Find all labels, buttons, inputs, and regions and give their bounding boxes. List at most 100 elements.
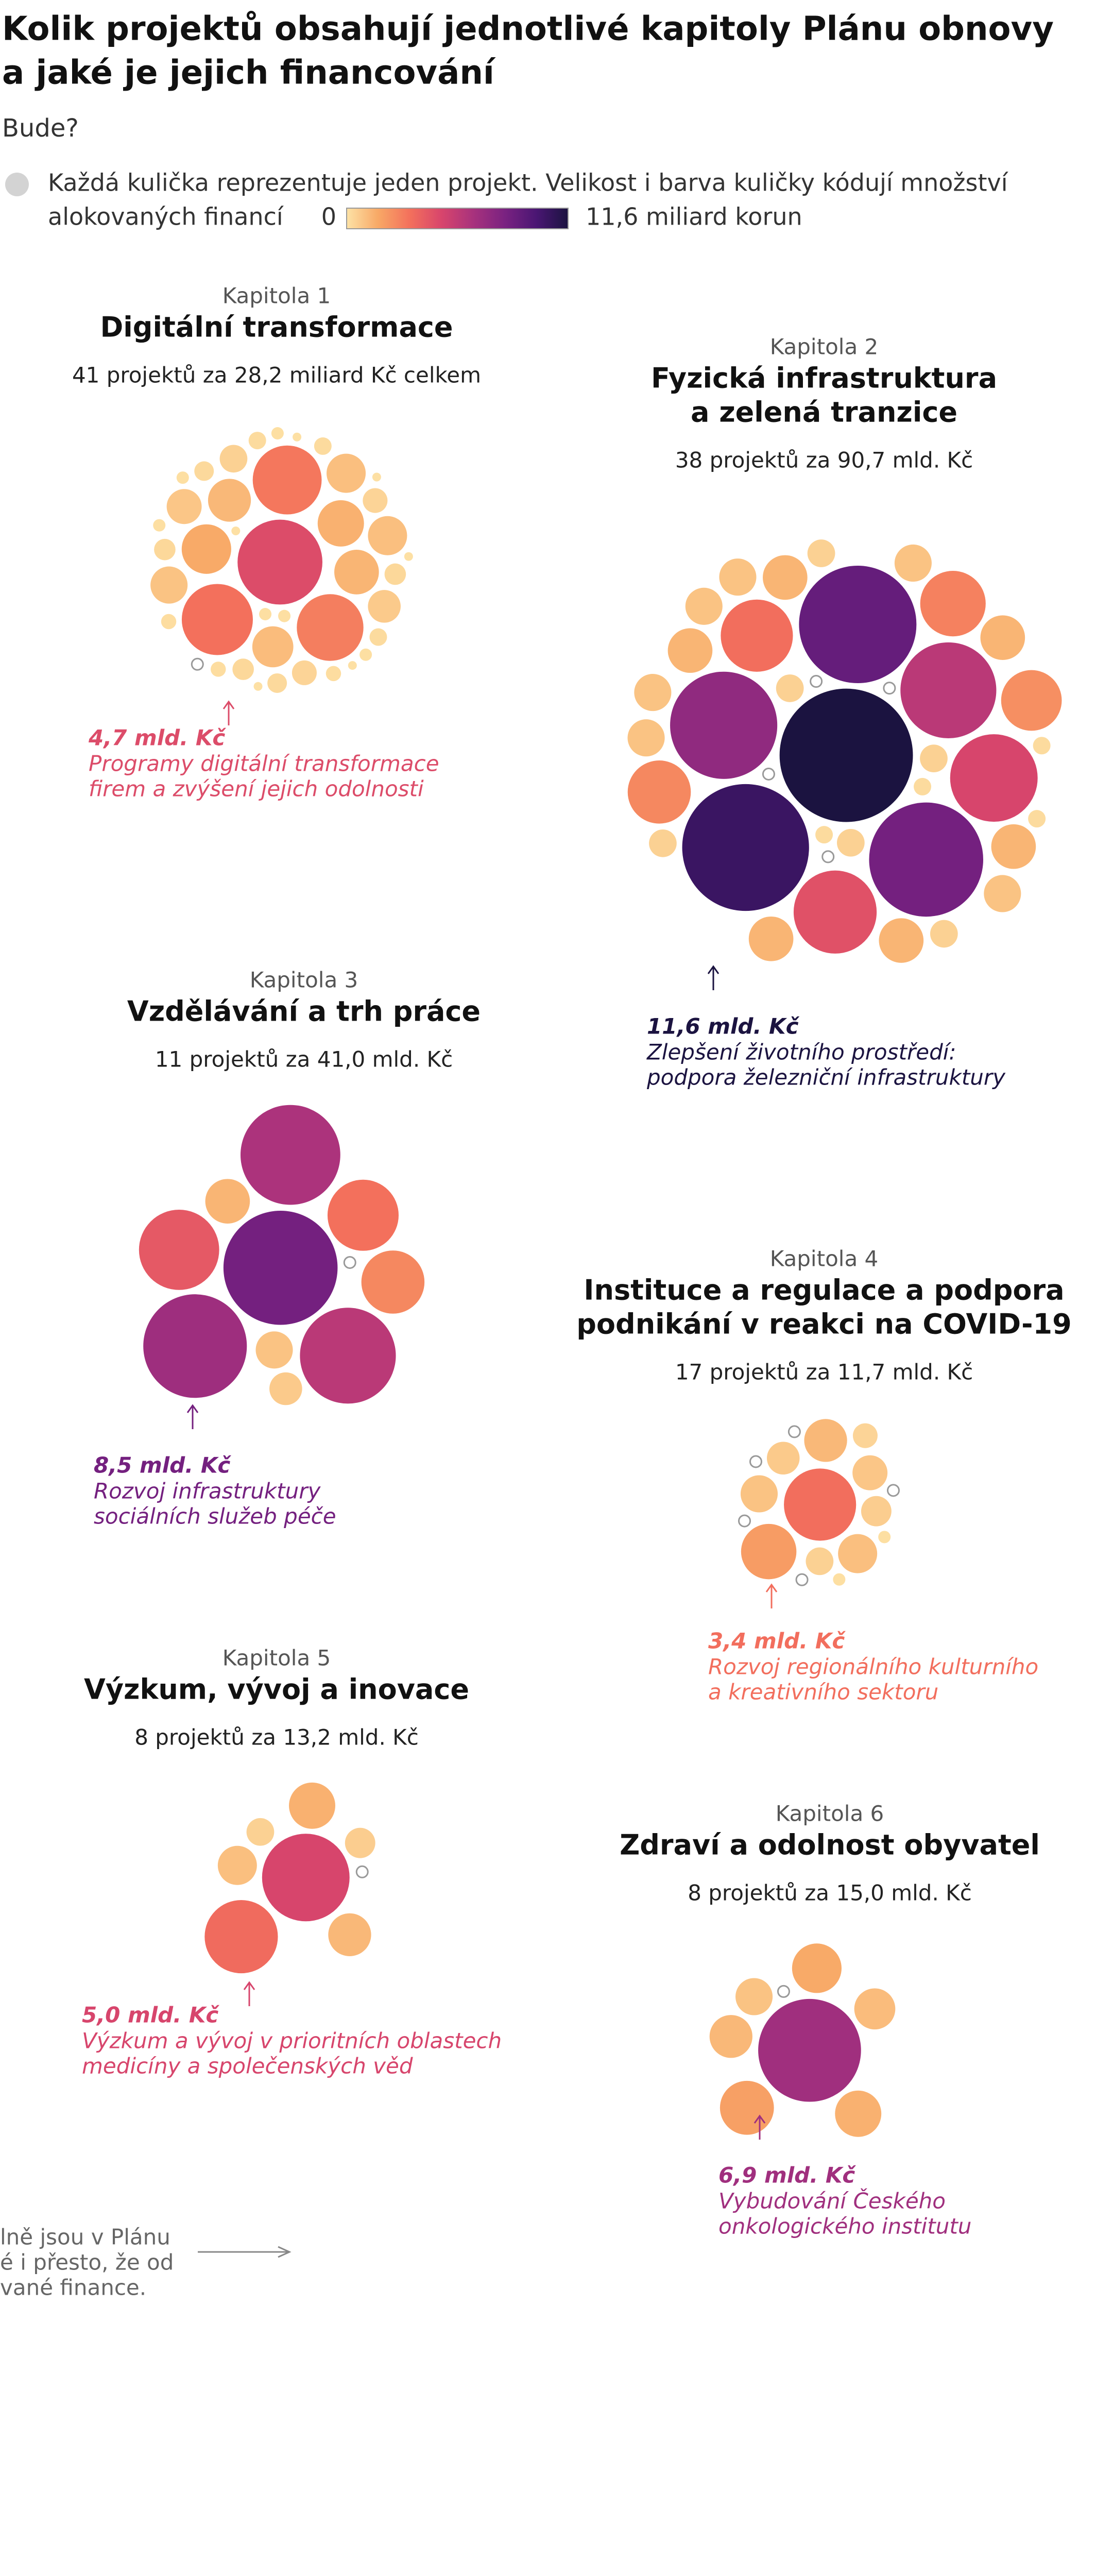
- bubble: [237, 519, 322, 605]
- chapter-title: Digitální transformace: [100, 311, 453, 344]
- bubble: [327, 453, 366, 493]
- bubble: [810, 674, 823, 688]
- bubble: [748, 916, 794, 961]
- bubble: [735, 1978, 773, 2015]
- highlight-text: a kreativního sektoru: [708, 1680, 938, 1705]
- legend-tick-label: 0: [321, 203, 336, 231]
- bubble: [766, 1442, 800, 1475]
- bubble: [191, 657, 204, 671]
- chapter-label: Kapitola 4: [770, 1246, 879, 1272]
- bubble-cluster: [627, 539, 1062, 963]
- chapter-label: Kapitola 6: [776, 1801, 884, 1826]
- bubble: [327, 1179, 399, 1251]
- note-arrow-head: [278, 2246, 292, 2258]
- bubble: [334, 550, 379, 595]
- chapter-title: Výzkum, vývoj a inovace: [84, 1673, 469, 1706]
- bubble: [166, 489, 202, 524]
- legend-text: Každá kulička reprezentuje jeden projekt…: [48, 169, 1008, 197]
- bubble: [920, 744, 948, 773]
- bubble: [153, 519, 166, 532]
- bubble: [920, 571, 986, 637]
- bubble: [404, 552, 413, 561]
- bubble: [852, 1423, 878, 1448]
- bubble: [950, 734, 1038, 822]
- chapter-title: Vzdělávání a trh práce: [127, 995, 481, 1028]
- bubble: [685, 587, 723, 625]
- bubble: [627, 760, 691, 824]
- bubble: [879, 918, 924, 963]
- bubble: [799, 566, 917, 684]
- bubble: [204, 1900, 278, 1974]
- bubble: [740, 1475, 778, 1513]
- note-text: vané finance.: [0, 2275, 146, 2300]
- bubble: [914, 777, 932, 795]
- bubble: [835, 2090, 882, 2137]
- bubble: [348, 661, 357, 670]
- bubble: [807, 539, 835, 567]
- bubble: [634, 674, 672, 711]
- bubble: [154, 538, 176, 561]
- note-text: é i přesto, že od: [0, 2250, 174, 2275]
- bubble: [787, 1425, 801, 1438]
- bubble: [368, 590, 401, 623]
- bubble: [345, 1827, 375, 1858]
- bubble: [649, 829, 677, 857]
- bubble-cluster: [150, 427, 413, 693]
- bubble: [231, 527, 241, 536]
- bubble: [883, 682, 896, 695]
- bubble: [627, 719, 665, 757]
- bubble: [217, 1845, 257, 1885]
- highlight-value: 4,7 mld. Kč: [88, 725, 226, 751]
- bubble: [176, 471, 189, 484]
- bubble: [259, 608, 272, 621]
- bubble: [253, 682, 263, 691]
- bubble: [328, 1913, 371, 1956]
- bubble: [670, 671, 778, 779]
- bubble: [836, 828, 865, 857]
- highlight-value: 5,0 mld. Kč: [82, 2003, 219, 2028]
- chapter-label: Kapitola 3: [250, 968, 358, 993]
- bubble: [343, 1256, 356, 1269]
- bubble: [181, 524, 231, 574]
- bubble: [297, 594, 364, 661]
- bubble: [784, 1468, 857, 1541]
- bubble: [806, 1547, 834, 1575]
- highlight-text: Programy digitální transformace: [89, 751, 439, 776]
- bubble: [161, 614, 177, 630]
- bubble: [719, 558, 757, 596]
- bubble: [709, 2015, 752, 2058]
- bubble: [833, 1573, 846, 1586]
- chapter-label: Kapitola 5: [222, 1646, 331, 1671]
- bubble: [777, 1985, 790, 1998]
- bubble: [749, 1455, 762, 1468]
- bubble: [271, 427, 284, 440]
- highlight-text: Rozvoj regionálního kulturního: [708, 1654, 1038, 1680]
- bubble: [269, 1372, 302, 1405]
- highlight-arrow: [222, 700, 235, 725]
- bubble: [194, 461, 214, 481]
- bubble: [878, 1531, 891, 1544]
- bubble: [317, 500, 364, 547]
- bubble: [758, 1998, 861, 2102]
- bubble: [821, 850, 835, 863]
- bubble: [795, 1573, 809, 1586]
- bubble: [246, 1818, 275, 1846]
- bubble: [793, 870, 877, 954]
- bubble-cluster: [139, 1105, 425, 1405]
- bubble: [762, 555, 808, 600]
- bubble: [252, 626, 294, 668]
- highlight-text: Vybudování Českého: [718, 2188, 946, 2214]
- bubble-cluster: [738, 1419, 900, 1586]
- chapter-summary: 41 projektů za 28,2 miliard Kč celkem: [72, 363, 481, 388]
- bubble: [143, 1294, 247, 1398]
- bubble: [369, 628, 387, 646]
- bubble: [278, 609, 291, 622]
- bubble: [359, 648, 372, 661]
- bubble: [776, 674, 804, 702]
- bubble: [384, 563, 406, 585]
- bubble: [361, 1250, 425, 1314]
- highlight-value: 6,9 mld. Kč: [718, 2163, 856, 2188]
- chapter-title: Fyzická infrastruktura: [651, 362, 997, 395]
- subtitle: Bude?: [2, 114, 79, 143]
- highlight-text: Zlepšení životního prostředí:: [646, 1040, 956, 1065]
